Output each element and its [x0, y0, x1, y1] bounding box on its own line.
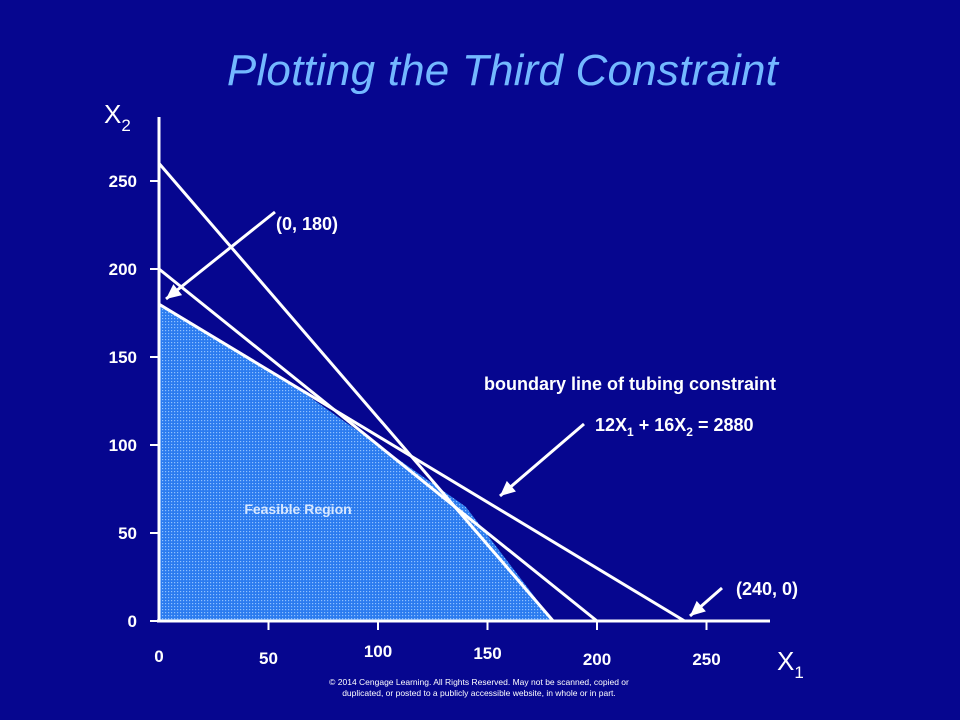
- y-tick-label-0: 0: [128, 612, 137, 631]
- x-tick-label-200: 200: [583, 650, 611, 669]
- point-label-240-0: (240, 0): [736, 579, 798, 599]
- y-tick-label-150: 150: [109, 348, 137, 367]
- x-tick-label-50: 50: [259, 649, 278, 668]
- feasible-region-label: Feasible Region: [244, 501, 351, 517]
- constraint-line-1: [157, 162, 555, 622]
- tubing-constraint-equation: 12X1 + 16X2 = 2880: [595, 415, 754, 439]
- x-axis-label: X1: [777, 646, 804, 682]
- arrow-to-0-180-shaft: [165, 210, 276, 301]
- x-tick-label-0: 0: [154, 647, 163, 666]
- slide-title: Plotting the Third Constraint: [226, 46, 779, 95]
- y-tick-label-250: 250: [109, 172, 137, 191]
- y-axis-label: X2: [104, 99, 131, 135]
- y-tick-label-200: 200: [109, 260, 137, 279]
- constraint-line-2: [158, 267, 598, 623]
- copyright-notice: © 2014 Cengage Learning. All Rights Rese…: [329, 677, 629, 698]
- x-tick-label-150: 150: [473, 644, 501, 663]
- feasible-region: [159, 304, 554, 621]
- point-label-0-180: (0, 180): [276, 214, 338, 234]
- y-tick-label-100: 100: [109, 436, 137, 455]
- boundary-line-label: boundary line of tubing constraint: [484, 374, 776, 394]
- arrow-to-0-180-head: [166, 284, 183, 299]
- constraint-line-3: [158, 302, 686, 623]
- x-tick-label-250: 250: [692, 650, 720, 669]
- arrow-to-240-0-head: [690, 600, 706, 616]
- x-tick-label-100: 100: [364, 642, 392, 661]
- arrow-to-tubing-line-head: [500, 480, 516, 496]
- arrow-to-tubing-line-shaft: [499, 422, 585, 498]
- y-tick-label-50: 50: [118, 524, 137, 543]
